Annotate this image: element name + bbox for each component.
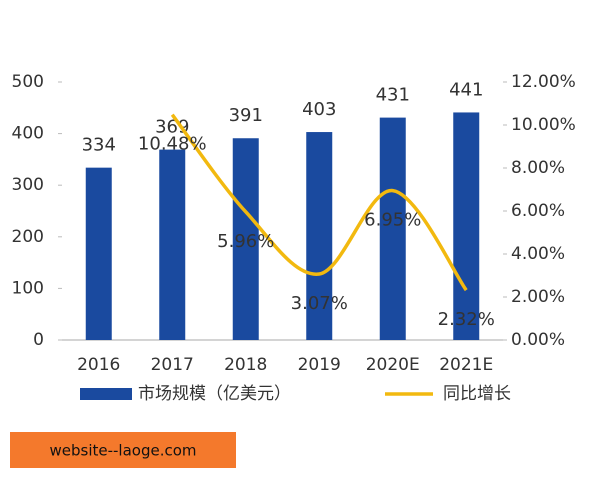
y-tick-label: 200	[12, 227, 44, 247]
y2-tick-label: 10.00%	[511, 115, 576, 135]
y2-tick-label: 2.00%	[511, 287, 565, 307]
bar	[306, 132, 333, 340]
bar	[159, 149, 186, 340]
y-tick-label: 400	[12, 124, 44, 144]
bar-value-label: 369	[155, 117, 189, 138]
line-value-label: 6.95%	[364, 210, 421, 231]
x-tick-label: 2017	[151, 355, 194, 375]
bar-value-label: 391	[229, 105, 263, 126]
bar	[85, 167, 112, 340]
watermark-text: website--laoge.com	[49, 442, 196, 460]
legend-label: 同比增长	[443, 384, 511, 404]
bar	[232, 138, 259, 340]
bar	[379, 117, 406, 340]
bar-value-label: 334	[82, 135, 116, 156]
line-value-label: 5.96%	[217, 231, 274, 252]
y-tick-label: 0	[33, 330, 44, 350]
line	[170, 113, 468, 292]
legend-swatch	[80, 388, 132, 400]
y-tick-label: 500	[12, 72, 44, 92]
bar-value-label: 403	[302, 99, 336, 120]
y2-tick-label: 6.00%	[511, 201, 565, 221]
line-value-label: 3.07%	[291, 293, 348, 314]
y-tick-label: 300	[12, 175, 44, 195]
y2-tick-label: 8.00%	[511, 158, 565, 178]
bar-value-label: 431	[376, 85, 410, 106]
y2-tick-label: 0.00%	[511, 330, 565, 350]
y2-tick-label: 12.00%	[511, 72, 576, 92]
legend-label: 市场规模（亿美元）	[138, 384, 291, 404]
line-value-label: 2.32%	[438, 309, 495, 330]
bar	[453, 112, 480, 340]
x-tick-label: 2019	[298, 355, 341, 375]
x-tick-label: 2021E	[439, 355, 493, 375]
y2-tick-label: 4.00%	[511, 244, 565, 264]
line-value-label: 10.48%	[138, 134, 207, 155]
bar-value-label: 441	[449, 79, 483, 100]
watermark-box	[10, 432, 236, 468]
x-tick-label: 2016	[77, 355, 120, 375]
x-tick-label: 2020E	[366, 355, 420, 375]
x-tick-label: 2018	[224, 355, 267, 375]
y-tick-label: 100	[12, 278, 44, 298]
